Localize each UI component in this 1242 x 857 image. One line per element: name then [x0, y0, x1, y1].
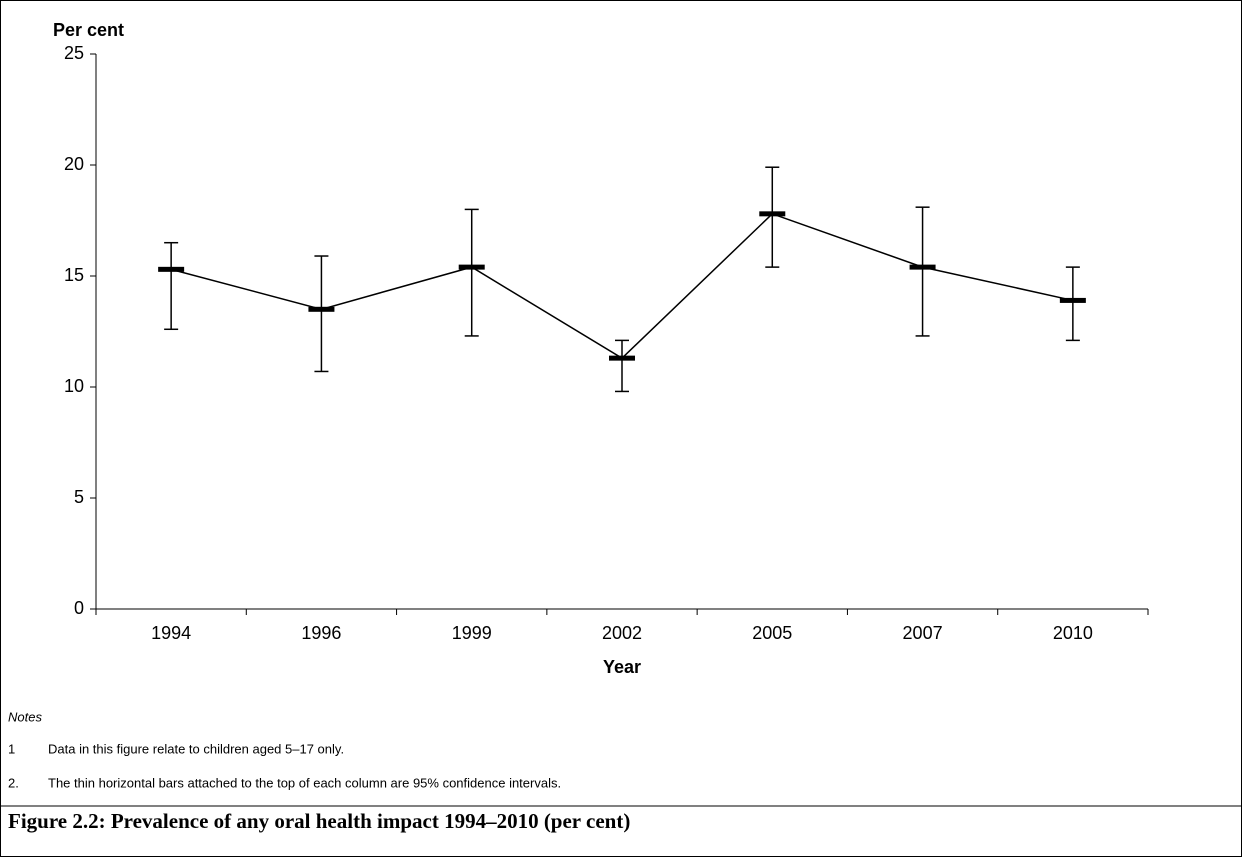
marker	[458, 264, 485, 270]
marker	[909, 264, 936, 270]
y-axis-label: Per cent	[53, 20, 124, 40]
y-tick-label: 25	[64, 43, 84, 63]
y-tick-label: 5	[74, 487, 84, 507]
x-tick-label: 2007	[903, 623, 943, 643]
x-tick-label: 1999	[452, 623, 492, 643]
note-text: The thin horizontal bars attached to the…	[48, 775, 561, 790]
x-tick-label: 2005	[752, 623, 792, 643]
marker	[158, 266, 185, 272]
marker	[609, 355, 635, 361]
x-tick-label: 2010	[1053, 623, 1093, 643]
x-tick-label: 2002	[602, 623, 642, 643]
marker	[759, 211, 786, 217]
x-tick-label: 1994	[151, 623, 191, 643]
note-number: 1	[8, 741, 15, 756]
marker	[1059, 297, 1086, 303]
y-tick-label: 10	[64, 376, 84, 396]
y-tick-label: 20	[64, 154, 84, 174]
chart-title: Figure 2.2: Prevalence of any oral healt…	[8, 809, 630, 833]
y-tick-label: 0	[74, 598, 84, 618]
marker	[308, 306, 335, 312]
x-axis-label: Year	[603, 657, 641, 677]
x-tick-label: 1996	[301, 623, 341, 643]
y-tick-label: 15	[64, 265, 84, 285]
line	[170, 212, 1074, 360]
notes-heading: Notes	[8, 709, 42, 724]
note-number: 2.	[8, 775, 19, 790]
note-text: Data in this figure relate to children a…	[48, 741, 344, 756]
